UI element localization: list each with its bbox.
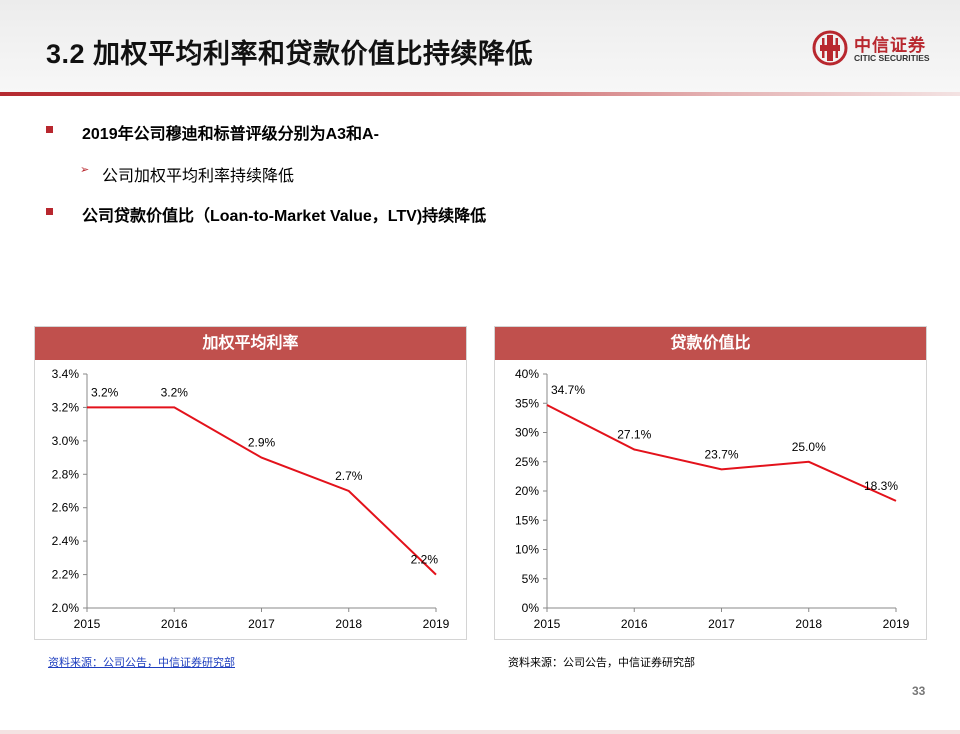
y-tick-label: 5% xyxy=(522,572,540,586)
chart-panel-ltv: 贷款价值比 0% 5% 10% 15% 20% 25% 30% 35% 40% 2015 2016 2… xyxy=(494,326,927,640)
x-tick-label: 2019 xyxy=(423,617,450,631)
page-number: 33 xyxy=(912,684,926,698)
x-tick-label: 2016 xyxy=(161,617,188,631)
data-label: 2.2% xyxy=(411,553,439,567)
x-tick-label: 2015 xyxy=(534,617,561,631)
chart-title: 贷款价值比 xyxy=(495,327,926,360)
y-tick-label: 2.8% xyxy=(52,467,80,481)
y-tick-label: 0% xyxy=(522,601,540,615)
y-tick-label: 2.0% xyxy=(52,601,80,615)
logo-chinese-text: 中信证券 xyxy=(854,36,926,55)
citic-logo: 中信证券 CITIC SECURITIES xyxy=(812,30,942,66)
y-tick-label: 2.6% xyxy=(52,501,80,515)
x-tick-label: 2015 xyxy=(74,617,101,631)
chart-title: 加权平均利率 xyxy=(35,327,466,360)
y-tick-label: 25% xyxy=(515,455,539,469)
y-tick-label: 15% xyxy=(515,513,539,527)
data-label: 3.2% xyxy=(91,385,119,399)
y-tick-label: 3.2% xyxy=(52,400,80,414)
data-label: 3.2% xyxy=(161,385,189,399)
x-tick-label: 2017 xyxy=(708,617,735,631)
y-tick-label: 2.2% xyxy=(52,568,80,582)
slide-title: 3.2 加权平均利率和贷款价值比持续降低 xyxy=(46,39,534,69)
data-label: 25.0% xyxy=(792,440,826,454)
square-bullet-icon xyxy=(46,208,53,215)
y-tick-label: 30% xyxy=(515,426,539,440)
chart-panel-weighted-rate: 加权平均利率 2.0% 2.2% 2.4% 2.6% 2.8% 3.0% 3.2% 3.4% 2… xyxy=(34,326,467,640)
data-label: 2.7% xyxy=(335,469,363,483)
slide-header xyxy=(0,0,960,92)
x-tick-label: 2018 xyxy=(335,617,362,631)
data-label: 18.3% xyxy=(864,479,898,493)
series-line xyxy=(87,406,437,576)
x-tick-label: 2016 xyxy=(621,617,648,631)
sub-bullet-text: 公司加权平均利率持续降低 xyxy=(102,168,295,185)
y-tick-label: 2.4% xyxy=(52,534,80,548)
ltv-line-chart: 0% 5% 10% 15% 20% 25% 30% 35% 40% 2015 2016 2017 201… xyxy=(515,367,910,631)
y-tick-label: 20% xyxy=(515,484,539,498)
source-note-link[interactable]: 资料来源：公司公告，中信证券研究部 xyxy=(48,657,235,669)
data-label: 2.9% xyxy=(248,436,276,450)
data-label: 34.7% xyxy=(551,383,585,397)
y-tick-label: 3.4% xyxy=(52,367,80,381)
citic-logo-icon xyxy=(812,30,848,66)
logo-english-text: CITIC SECURITIES xyxy=(854,53,930,63)
bullet-text: 2019年公司穆迪和标普评级分别为A3和A- xyxy=(82,126,379,143)
y-tick-label: 35% xyxy=(515,396,539,410)
y-tick-label: 3.0% xyxy=(52,434,80,448)
source-note: 资料来源：公司公告，中信证券研究部 xyxy=(508,657,695,669)
arrow-bullet-icon: ➢ xyxy=(80,164,90,176)
y-tick-label: 10% xyxy=(515,543,539,557)
square-bullet-icon xyxy=(46,126,53,133)
x-tick-label: 2019 xyxy=(883,617,910,631)
weighted-rate-line-chart: 2.0% 2.2% 2.4% 2.6% 2.8% 3.0% 3.2% 3.4% 2015 2016… xyxy=(52,367,450,631)
bullet-text: 公司贷款价值比（Loan-to-Market Value，LTV)持续降低 xyxy=(82,208,487,225)
x-tick-label: 2018 xyxy=(795,617,822,631)
x-tick-label: 2017 xyxy=(248,617,275,631)
data-label: 27.1% xyxy=(617,427,651,441)
y-tick-label: 40% xyxy=(515,367,539,381)
data-label: 23.7% xyxy=(704,447,738,461)
title-divider xyxy=(0,92,960,96)
bottom-divider xyxy=(0,730,960,734)
